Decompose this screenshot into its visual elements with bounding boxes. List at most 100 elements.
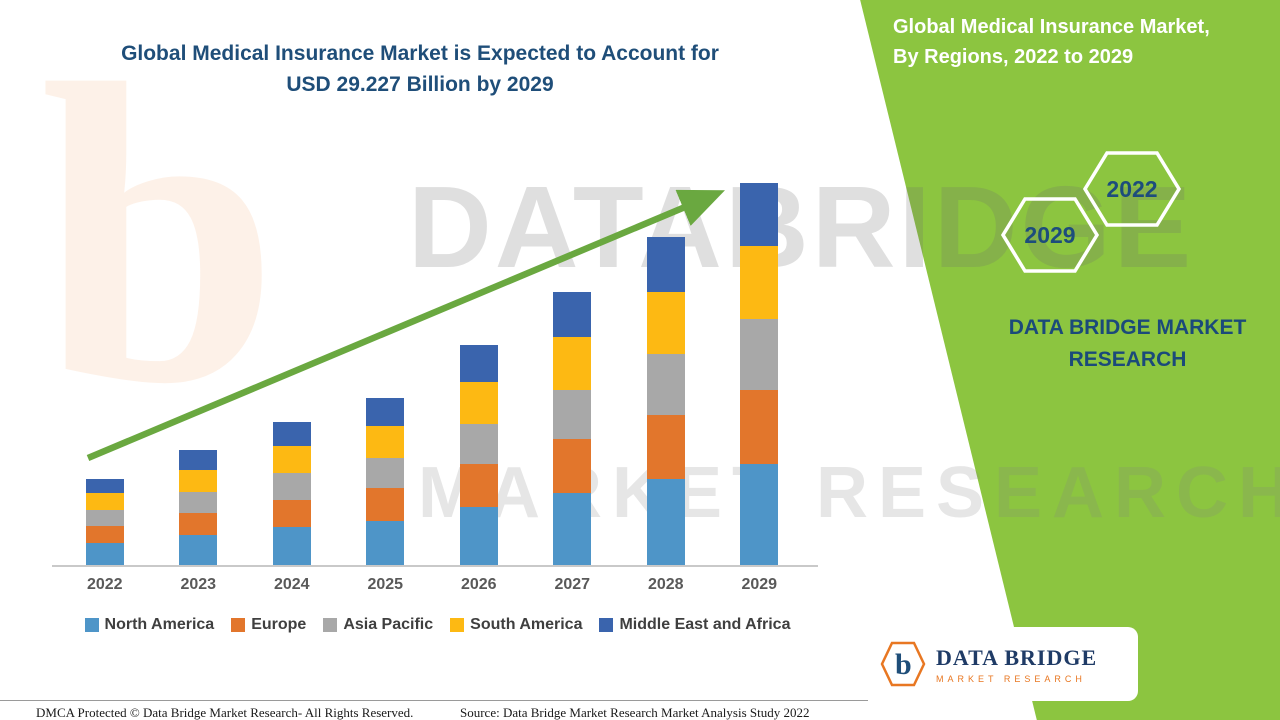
legend-swatch-asia-pacific [323,618,338,632]
legend-label-north-america: North America [104,616,215,633]
bar-stack-2022 [85,478,124,565]
bar-stack-2026 [459,345,498,565]
bar-segment-europe [459,464,498,508]
bar-segment-middle-east-and-africa [553,291,592,338]
legend-swatch-north-america [84,618,99,632]
x-axis-label-2026: 2026 [460,576,497,593]
legend: North America Europe Asia Pacific South Ame… [55,616,820,634]
databridge-logo-icon: b [880,641,926,687]
bar-segment-europe [740,389,779,465]
bar-segment-middle-east-and-africa [179,449,218,470]
bar-column-2024 [245,183,339,565]
bar-segment-middle-east-and-africa [272,422,311,446]
bar-stack-2029 [740,183,779,565]
bar-segment-north-america [740,464,779,565]
bar-segment-asia-pacific [85,510,124,526]
footer-divider [0,700,868,701]
bar-segment-south-america [272,445,311,474]
x-axis-labels: 2022 2023 2024 2025 2026 2027 2028 2029 [58,576,806,594]
bar-segment-middle-east-and-africa [646,236,685,292]
legend-item-europe: Europe [231,616,306,634]
x-axis-label-2025: 2025 [367,576,404,593]
bar-segment-south-america [85,493,124,511]
bar-segment-europe [272,499,311,528]
svg-text:b: b [895,648,912,681]
legend-item-south-america: South America [450,616,582,634]
bar-segment-north-america [459,507,498,565]
legend-swatch-south-america [450,618,465,632]
bar-segment-north-america [366,520,405,565]
panel-heading-line1: Global Medical Insurance Market, [893,16,1210,38]
bar-segment-middle-east-and-africa [740,183,779,246]
bar-segment-asia-pacific [646,354,685,415]
bar-column-2023 [152,183,246,565]
bar-segment-north-america [85,542,124,565]
bar-segment-north-america [646,478,685,565]
bar-column-2025 [339,183,433,565]
bar-segment-south-america [740,245,779,320]
x-axis-label-2027: 2027 [554,576,591,593]
bar-segment-north-america [272,527,311,565]
hexagon-2022: 2022 [1082,150,1182,228]
x-axis-label-2029: 2029 [741,576,778,593]
bar-stack-2025 [366,397,405,565]
logo-sub: MARKET RESEARCH [936,673,1086,684]
bar-segment-south-america [646,291,685,355]
bar-segment-europe [179,512,218,535]
bar-stack-2027 [553,291,592,565]
bar-segment-europe [85,525,124,543]
bar-segment-asia-pacific [272,473,311,500]
panel-brand-text: DATA BRIDGE MARKET RESEARCH [975,312,1280,376]
bar-segment-europe [553,439,592,494]
panel-heading: Global Medical Insurance Market, By Regi… [893,12,1275,72]
bar-segment-europe [366,487,405,521]
legend-label-asia-pacific: Asia Pacific [343,616,434,633]
hexagon-outline-icon [1000,197,1100,273]
bar-column-2027 [526,183,620,565]
legend-item-middle-east-and-africa: Middle East and Africa [599,616,790,634]
logo-brand: DATA BRIDGE [936,644,1098,670]
bar-stack-2028 [646,236,685,565]
x-axis-line [52,565,818,567]
bar-segment-south-america [366,426,405,458]
logo-card: b DATA BRIDGE MARKET RESEARCH [866,627,1138,701]
legend-label-middle-east-and-africa: Middle East and Africa [619,616,791,633]
x-axis-label-2022: 2022 [86,576,123,593]
bar-segment-south-america [553,337,592,390]
bar-stack-2023 [179,449,218,565]
hexagon-outline-icon [1082,151,1182,227]
chart-title-line2: USD 29.227 Billion by 2029 [286,73,554,96]
hexagon-2029: 2029 [1000,196,1100,274]
panel-heading-line2: By Regions, 2022 to 2029 [893,46,1134,68]
chart-title: Global Medical Insurance Market is Expec… [90,38,750,100]
bar-segment-north-america [179,534,218,565]
chart-title-line1: Global Medical Insurance Market is Expec… [121,42,719,65]
bar-segment-asia-pacific [553,389,592,440]
bar-segment-europe [646,414,685,479]
legend-swatch-europe [231,618,246,632]
bar-stack-2024 [272,422,311,565]
bar-segment-middle-east-and-africa [85,478,124,494]
plot-area [58,183,806,565]
legend-item-asia-pacific: Asia Pacific [323,616,433,634]
bar-segment-middle-east-and-africa [459,345,498,382]
bar-segment-asia-pacific [179,491,218,513]
x-axis-label-2028: 2028 [647,576,684,593]
legend-item-north-america: North America [84,616,215,634]
bar-segment-middle-east-and-africa [366,397,405,427]
logo-text: DATA BRIDGE MARKET RESEARCH [936,645,1097,684]
legend-swatch-middle-east-and-africa [599,618,614,632]
bar-segment-north-america [553,493,592,565]
bar-segment-asia-pacific [459,423,498,465]
bar-column-2022 [58,183,152,565]
bar-column-2029 [713,183,807,565]
bar-segment-south-america [459,381,498,424]
bar-segment-asia-pacific [366,457,405,488]
bar-segment-asia-pacific [740,319,779,390]
hexagon-2022-label: 2022 [1106,175,1158,202]
legend-label-south-america: South America [470,616,583,633]
source-text: Source: Data Bridge Market Research Mark… [460,705,810,720]
x-axis-label-2024: 2024 [273,576,310,593]
x-axis-label-2023: 2023 [180,576,217,593]
